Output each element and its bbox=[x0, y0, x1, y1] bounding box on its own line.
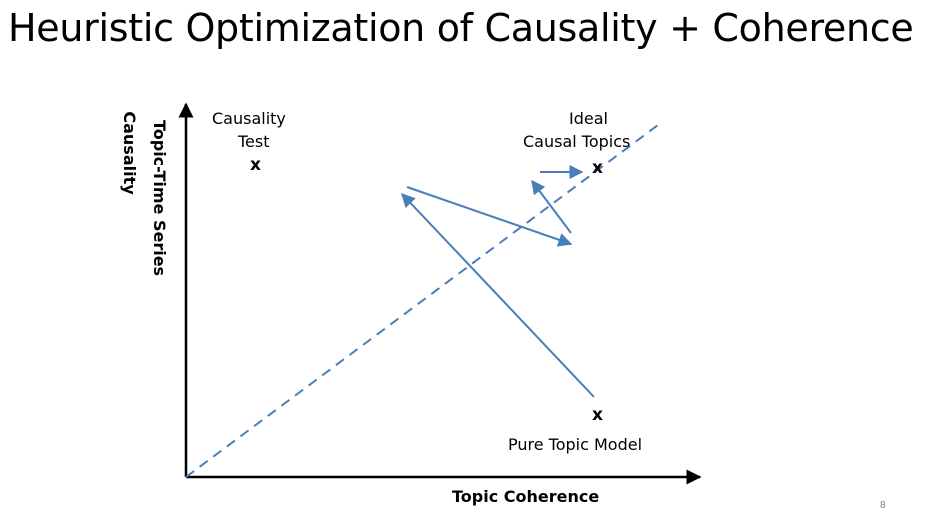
x-axis-label: Topic Coherence bbox=[452, 487, 599, 506]
path-arrow-3 bbox=[531, 179, 572, 234]
ideal-label-line2: Causal Topics bbox=[523, 132, 630, 151]
page-number: 8 bbox=[880, 500, 886, 511]
path-arrow-2 bbox=[406, 186, 573, 247]
y-axis-label-line1: Topic-Time Series bbox=[150, 120, 169, 276]
ideal-label-line1: Ideal bbox=[569, 109, 608, 128]
slide-title: Heuristic Optimization of Causality + Co… bbox=[8, 6, 914, 50]
causality-test-x-mark: x bbox=[250, 155, 261, 175]
pure-topic-model-x-mark: x bbox=[592, 405, 603, 425]
path-arrow-1 bbox=[401, 192, 595, 398]
y-axis-label-line2: Causality bbox=[120, 111, 139, 195]
pure-topic-model-label: Pure Topic Model bbox=[508, 435, 642, 454]
diagonal-dashed-line bbox=[185, 124, 659, 478]
causality-test-label-line2: Test bbox=[237, 132, 270, 151]
ideal-x-mark: x bbox=[592, 158, 603, 178]
causality-test-label-line1: Causality bbox=[212, 109, 286, 128]
